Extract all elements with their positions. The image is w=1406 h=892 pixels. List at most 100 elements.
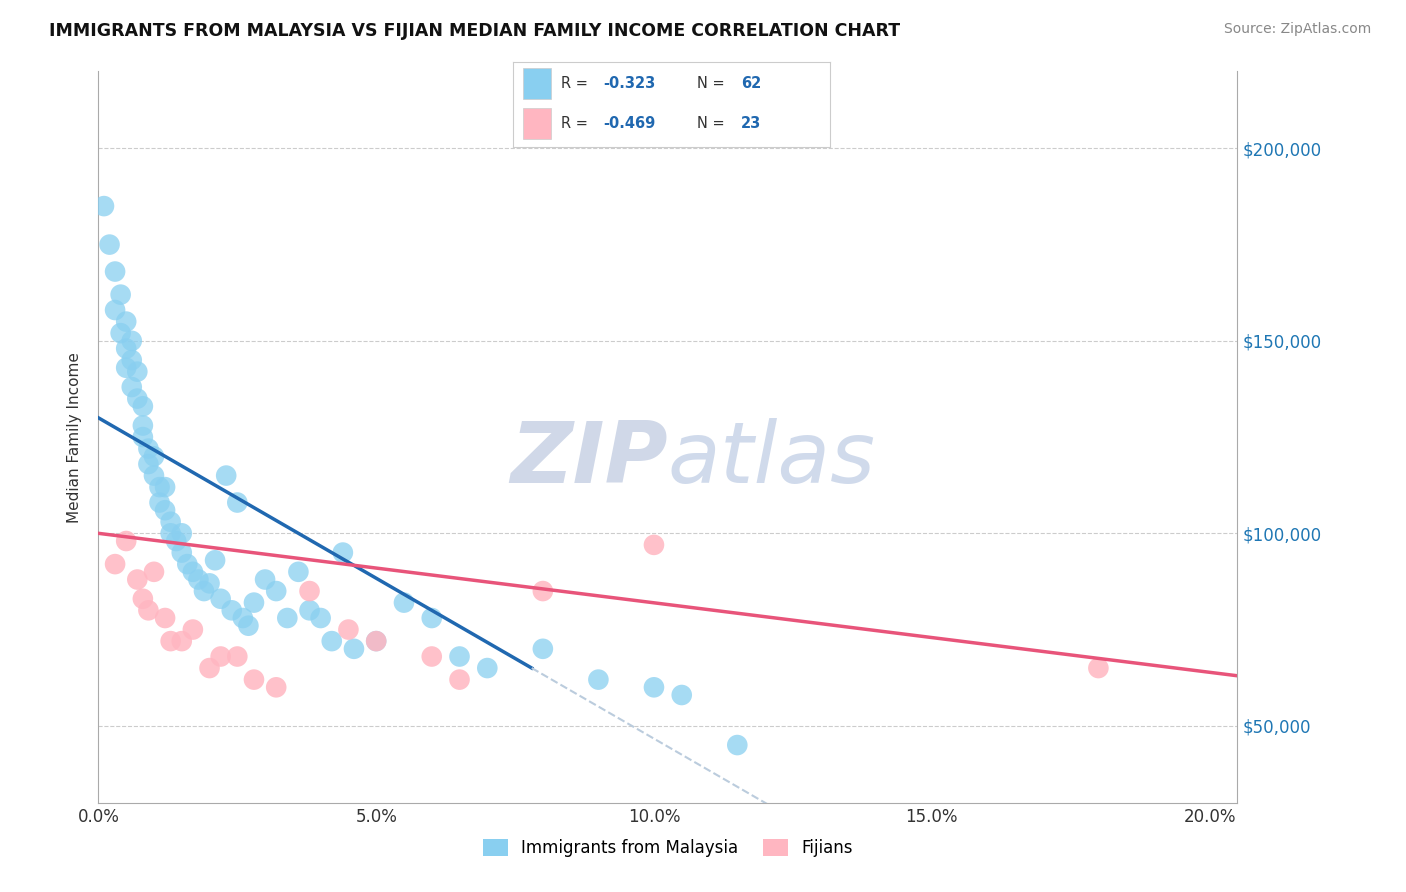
Point — [671, 688, 693, 702]
Point — [238, 618, 260, 632]
Point — [165, 534, 187, 549]
Point — [321, 634, 343, 648]
Point — [159, 634, 181, 648]
Point — [170, 545, 193, 559]
Point — [181, 565, 204, 579]
Point — [366, 634, 388, 648]
Point — [93, 199, 115, 213]
Text: Source: ZipAtlas.com: Source: ZipAtlas.com — [1223, 22, 1371, 37]
Text: 62: 62 — [741, 76, 761, 91]
Text: IMMIGRANTS FROM MALAYSIA VS FIJIAN MEDIAN FAMILY INCOME CORRELATION CHART: IMMIGRANTS FROM MALAYSIA VS FIJIAN MEDIA… — [49, 22, 900, 40]
Point — [159, 515, 181, 529]
Point — [264, 584, 287, 599]
Point — [104, 303, 127, 318]
Text: -0.469: -0.469 — [603, 116, 655, 131]
Point — [343, 641, 366, 656]
Point — [588, 673, 610, 687]
Y-axis label: Median Family Income: Median Family Income — [67, 351, 83, 523]
Text: R =: R = — [561, 116, 592, 131]
FancyBboxPatch shape — [523, 108, 551, 139]
Point — [198, 661, 221, 675]
Text: ZIP: ZIP — [510, 417, 668, 500]
FancyBboxPatch shape — [523, 69, 551, 99]
Point — [221, 603, 243, 617]
Point — [143, 565, 166, 579]
Point — [193, 584, 215, 599]
Point — [148, 495, 170, 509]
Point — [138, 457, 160, 471]
Point — [121, 334, 143, 348]
Point — [148, 480, 170, 494]
Text: atlas: atlas — [668, 417, 876, 500]
Point — [176, 557, 198, 571]
Point — [115, 315, 138, 329]
Point — [643, 538, 665, 552]
Point — [209, 591, 232, 606]
Text: N =: N = — [697, 116, 728, 131]
Point — [138, 442, 160, 456]
Point — [725, 738, 748, 752]
Legend: Immigrants from Malaysia, Fijians: Immigrants from Malaysia, Fijians — [477, 832, 859, 864]
Text: N =: N = — [697, 76, 728, 91]
Point — [115, 360, 138, 375]
Point — [121, 353, 143, 368]
Point — [198, 576, 221, 591]
Point — [264, 681, 287, 695]
Point — [366, 634, 388, 648]
Point — [181, 623, 204, 637]
Point — [215, 468, 238, 483]
Point — [153, 480, 176, 494]
Point — [98, 237, 121, 252]
Point — [337, 623, 360, 637]
Point — [477, 661, 499, 675]
Point — [127, 392, 149, 406]
Point — [104, 557, 127, 571]
Point — [132, 591, 155, 606]
Point — [115, 534, 138, 549]
Point — [1087, 661, 1109, 675]
Point — [449, 649, 471, 664]
Point — [209, 649, 232, 664]
Point — [420, 611, 443, 625]
Point — [159, 526, 181, 541]
Point — [531, 584, 554, 599]
Point — [309, 611, 332, 625]
Point — [243, 673, 266, 687]
Point — [276, 611, 298, 625]
Point — [110, 287, 132, 301]
Point — [127, 573, 149, 587]
Point — [132, 418, 155, 433]
Text: 23: 23 — [741, 116, 761, 131]
Point — [420, 649, 443, 664]
Point — [115, 342, 138, 356]
Point — [170, 634, 193, 648]
Point — [121, 380, 143, 394]
Point — [449, 673, 471, 687]
Point — [254, 573, 277, 587]
Point — [132, 399, 155, 413]
Text: R =: R = — [561, 76, 592, 91]
Text: -0.323: -0.323 — [603, 76, 655, 91]
Point — [298, 603, 321, 617]
Point — [287, 565, 309, 579]
Point — [226, 495, 249, 509]
Point — [392, 596, 415, 610]
Point — [332, 545, 354, 559]
Point — [643, 681, 665, 695]
Point — [170, 526, 193, 541]
Point — [153, 611, 176, 625]
Point — [243, 596, 266, 610]
Point — [127, 365, 149, 379]
Point — [132, 430, 155, 444]
Point — [232, 611, 254, 625]
Point — [226, 649, 249, 664]
Point — [104, 264, 127, 278]
Point — [110, 326, 132, 340]
Point — [204, 553, 226, 567]
Point — [531, 641, 554, 656]
Point — [187, 573, 209, 587]
Point — [143, 450, 166, 464]
Point — [298, 584, 321, 599]
Point — [153, 503, 176, 517]
Point — [138, 603, 160, 617]
